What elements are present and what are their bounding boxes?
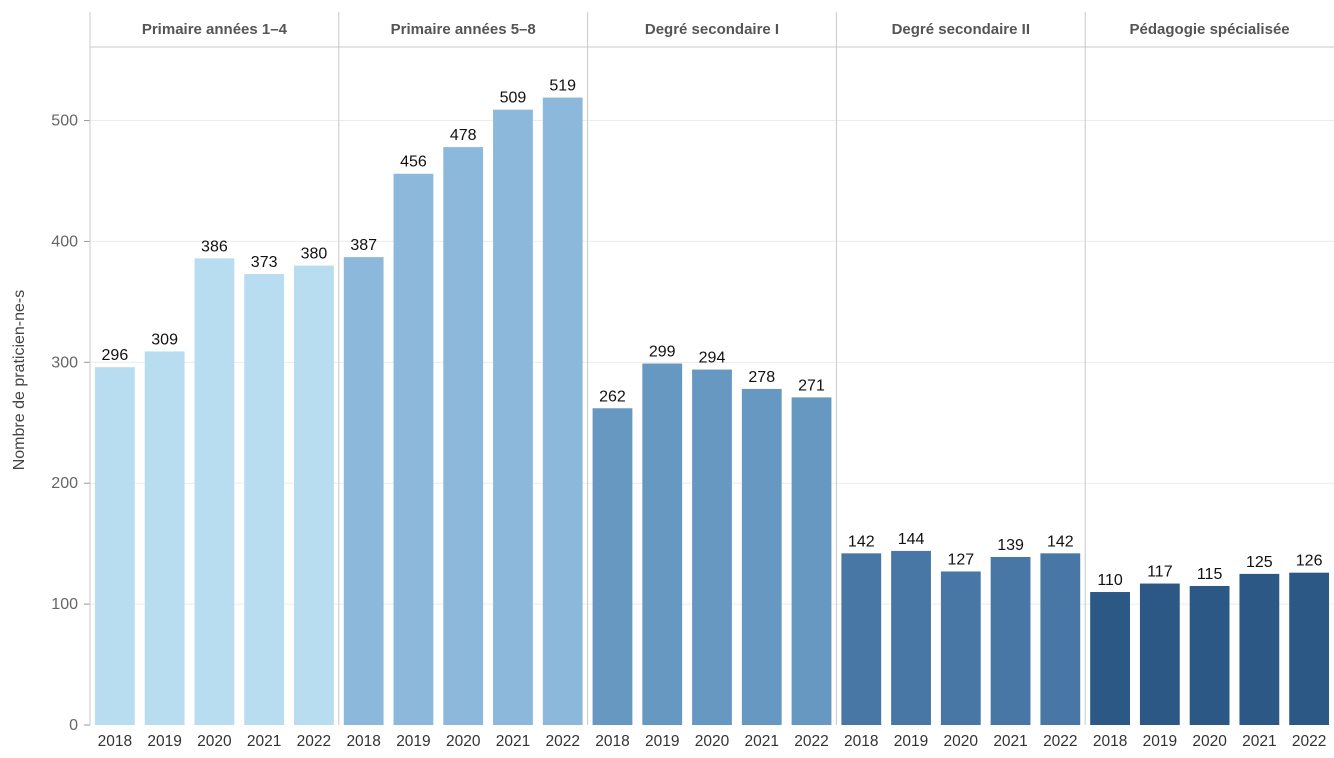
bar-5-2022 bbox=[1289, 572, 1330, 725]
x-tick-label-5-2020: 2020 bbox=[1192, 733, 1227, 750]
panel-1: Primaire années 1–4 296 2018 309 2019 386 2020… bbox=[94, 12, 340, 750]
x-tick-label-4-2018: 2018 bbox=[844, 733, 878, 750]
panel-title-3: Degré secondaire I bbox=[645, 21, 779, 38]
x-tick-label-4-2020: 2020 bbox=[944, 733, 979, 750]
x-tick-label-2-2022: 2022 bbox=[545, 733, 579, 750]
bar-value-label-4-2022: 142 bbox=[1047, 533, 1074, 550]
y-tick-label-0: 0 bbox=[69, 717, 78, 734]
bar-value-label-4-2021: 139 bbox=[997, 537, 1024, 554]
panel-5: Pédagogie spécialisée 110 2018 117 2019 115 20… bbox=[1090, 21, 1330, 750]
y-tick-label-100: 100 bbox=[51, 596, 78, 613]
bar-2-2018 bbox=[343, 257, 384, 725]
x-tick-label-1-2019: 2019 bbox=[147, 733, 181, 750]
x-tick-label-4-2022: 2022 bbox=[1043, 733, 1077, 750]
bar-5-2019 bbox=[1139, 583, 1180, 725]
bar-4-2019 bbox=[891, 550, 931, 725]
x-tick-label-1-2020: 2020 bbox=[197, 733, 232, 750]
x-tick-label-3-2022: 2022 bbox=[794, 733, 828, 750]
bar-value-label-2-2018: 387 bbox=[350, 237, 377, 254]
panel-title-4: Degré secondaire II bbox=[892, 21, 1030, 38]
panel-3: Degré secondaire I 262 2018 299 2019 294 2020 2… bbox=[592, 12, 837, 750]
bar-value-label-5-2022: 126 bbox=[1296, 553, 1323, 570]
bar-value-label-3-2019: 299 bbox=[649, 344, 676, 361]
x-tick-label-1-2018: 2018 bbox=[98, 733, 132, 750]
bar-1-2018 bbox=[94, 367, 135, 725]
x-tick-label-1-2021: 2021 bbox=[247, 733, 281, 750]
bar-value-label-1-2022: 380 bbox=[301, 246, 328, 263]
bar-4-2021 bbox=[990, 556, 1031, 725]
bar-value-label-2-2019: 456 bbox=[400, 154, 427, 171]
bar-value-label-4-2020: 127 bbox=[947, 551, 974, 568]
bar-value-label-5-2018: 110 bbox=[1097, 572, 1123, 589]
bar-value-label-2-2022: 519 bbox=[549, 78, 576, 95]
x-tick-label-4-2019: 2019 bbox=[894, 733, 928, 750]
x-tick-label-1-2022: 2022 bbox=[297, 733, 331, 750]
bar-value-label-2-2020: 478 bbox=[450, 127, 477, 144]
bar-value-label-1-2018: 296 bbox=[102, 347, 129, 364]
bar-2-2020 bbox=[443, 147, 484, 725]
bar-5-2018 bbox=[1090, 592, 1130, 725]
panel-layer: Primaire années 1–4 296 2018 309 2019 386 2020… bbox=[94, 12, 1330, 750]
y-tick-label-400: 400 bbox=[51, 233, 78, 250]
x-tick-label-5-2019: 2019 bbox=[1143, 733, 1177, 750]
x-tick-label-2-2021: 2021 bbox=[496, 733, 530, 750]
bar-value-label-4-2018: 142 bbox=[848, 533, 875, 550]
bar-3-2020 bbox=[692, 369, 732, 725]
x-tick-label-2-2018: 2018 bbox=[346, 733, 380, 750]
bar-3-2018 bbox=[592, 408, 633, 725]
axis-layer: 0 100 200 300 400 500 bbox=[51, 12, 1334, 734]
bar-4-2022 bbox=[1040, 553, 1081, 725]
bar-1-2021 bbox=[244, 274, 285, 725]
x-tick-label-2-2020: 2020 bbox=[446, 733, 481, 750]
panel-4: Degré secondaire II 142 2018 144 2019 127 2020… bbox=[841, 12, 1086, 750]
bar-5-2020 bbox=[1189, 585, 1230, 725]
x-tick-label-3-2018: 2018 bbox=[595, 733, 629, 750]
bar-2-2021 bbox=[493, 109, 533, 726]
bar-2-2022 bbox=[542, 97, 583, 726]
y-tick-label-200: 200 bbox=[51, 475, 78, 492]
bar-value-label-5-2019: 117 bbox=[1147, 564, 1173, 581]
x-tick-label-3-2020: 2020 bbox=[695, 733, 730, 750]
y-tick-label-300: 300 bbox=[51, 354, 78, 371]
x-tick-label-2-2019: 2019 bbox=[396, 733, 430, 750]
bar-4-2020 bbox=[940, 571, 981, 725]
bar-1-2022 bbox=[294, 265, 334, 725]
x-tick-label-5-2018: 2018 bbox=[1093, 733, 1127, 750]
y-axis-label: Nombre de praticien-ne-s bbox=[11, 290, 28, 471]
bar-value-label-5-2021: 125 bbox=[1246, 554, 1273, 571]
bar-3-2022 bbox=[791, 397, 832, 725]
bar-value-label-4-2019: 144 bbox=[898, 531, 925, 548]
panel-2: Primaire années 5–8 387 2018 456 2019 478 2020… bbox=[343, 12, 589, 750]
bar-value-label-5-2020: 115 bbox=[1197, 566, 1223, 583]
panel-title-5: Pédagogie spécialisée bbox=[1130, 21, 1290, 38]
bar-3-2019 bbox=[642, 363, 683, 725]
bar-value-label-1-2019: 309 bbox=[151, 331, 178, 348]
bar-1-2019 bbox=[144, 351, 185, 725]
panel-title-2: Primaire années 5–8 bbox=[391, 21, 536, 38]
bar-value-label-3-2018: 262 bbox=[599, 388, 626, 405]
bar-value-label-1-2021: 373 bbox=[251, 254, 278, 271]
bar-5-2021 bbox=[1239, 573, 1280, 725]
x-tick-label-4-2021: 2021 bbox=[993, 733, 1027, 750]
bar-value-label-2-2021: 509 bbox=[500, 90, 527, 107]
x-tick-label-5-2021: 2021 bbox=[1242, 733, 1276, 750]
bar-2-2019 bbox=[393, 173, 434, 725]
bar-1-2020 bbox=[194, 258, 235, 725]
bar-value-label-3-2022: 271 bbox=[798, 377, 825, 394]
bar-value-label-3-2021: 278 bbox=[748, 369, 775, 386]
bar-value-label-1-2020: 386 bbox=[201, 238, 228, 255]
y-tick-label-500: 500 bbox=[51, 113, 78, 130]
bar-4-2018 bbox=[841, 553, 882, 725]
x-tick-label-5-2022: 2022 bbox=[1292, 733, 1326, 750]
bar-3-2021 bbox=[741, 388, 782, 725]
panel-title-1: Primaire années 1–4 bbox=[142, 21, 288, 38]
x-tick-label-3-2021: 2021 bbox=[745, 733, 779, 750]
x-tick-label-3-2019: 2019 bbox=[645, 733, 679, 750]
bar-value-label-3-2020: 294 bbox=[699, 350, 726, 367]
